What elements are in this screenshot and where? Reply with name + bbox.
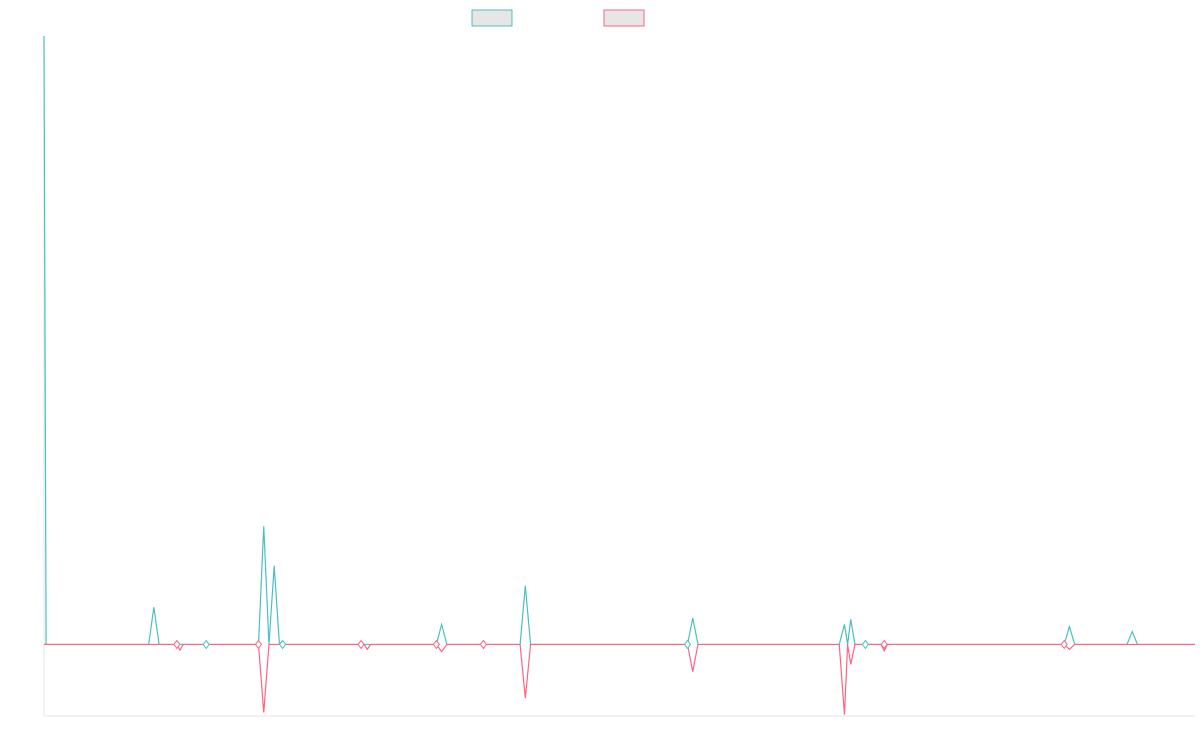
data-point-marker-2 (202, 639, 210, 650)
axes (43, 36, 1195, 717)
series-layer (43, 35, 1195, 715)
marker-layer (173, 639, 1068, 650)
data-point-marker-11 (1060, 639, 1068, 650)
data-point-marker-9 (861, 639, 870, 650)
data-point-marker-7 (479, 639, 488, 650)
series-line-2 (44, 643, 1195, 715)
data-point-marker-6 (432, 639, 441, 650)
data-point-marker-3 (254, 639, 263, 650)
legend-swatch-2 (603, 9, 645, 27)
data-point-marker-10 (880, 639, 888, 650)
legend-swatch-1 (471, 9, 513, 27)
legend (471, 9, 645, 27)
data-point-marker-1 (173, 639, 181, 650)
data-point-marker-8 (683, 639, 692, 650)
series-line-1 (43, 35, 1195, 646)
data-point-marker-5 (357, 639, 365, 650)
data-point-marker-4 (278, 639, 287, 650)
